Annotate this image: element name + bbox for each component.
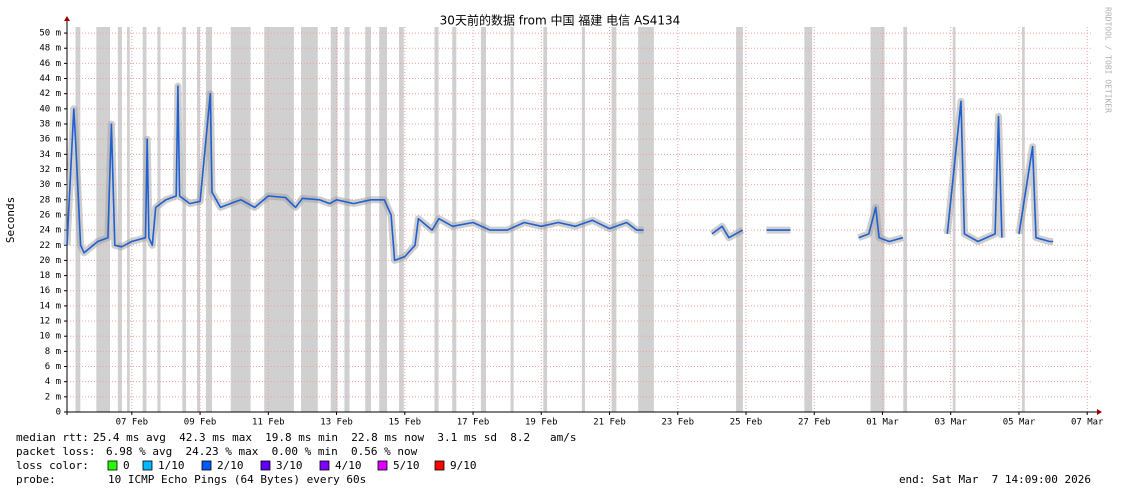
legend-swatch	[201, 460, 212, 471]
probe-label: probe:	[16, 473, 56, 486]
y-tick-label: 22 m	[39, 241, 61, 251]
x-tick-label: 23 Feb	[661, 418, 694, 428]
loss-period	[638, 27, 654, 412]
loss-period	[452, 27, 457, 412]
loss-period	[398, 27, 404, 412]
y-tick-label: 30 m	[39, 180, 61, 190]
x-tick-label: 11 Feb	[252, 418, 285, 428]
y-axis-label: Seconds	[4, 197, 17, 243]
loss-period	[379, 27, 388, 412]
y-tick-label: 32 m	[39, 165, 61, 175]
y-tick-label: 0	[56, 408, 61, 418]
y-tick-label: 18 m	[39, 271, 61, 281]
axis-arrow	[1097, 409, 1102, 415]
y-tick-label: 24 m	[39, 226, 61, 236]
y-tick-label: 12 m	[39, 317, 61, 327]
legend-title: loss color:	[16, 459, 89, 472]
y-tick-label: 28 m	[39, 195, 61, 205]
stats-text: 6.98 % avg 24.23 % max 0.00 % min 0.56 %…	[106, 445, 418, 458]
x-tick-label: 01 Mar	[866, 418, 899, 428]
x-tick-label: 19 Feb	[525, 418, 558, 428]
y-tick-label: 14 m	[39, 301, 61, 311]
axis-arrow	[64, 16, 70, 21]
probe-text: 10 ICMP Echo Pings (64 Bytes) every 60s	[108, 473, 366, 486]
chart-title: 30天前的数据 from 中国 福建 电信 AS4134	[440, 13, 681, 28]
legend-swatch	[142, 460, 153, 471]
loss-period	[365, 27, 372, 412]
loss-period	[581, 27, 585, 412]
loss-period	[952, 27, 956, 412]
y-tick-label: 44 m	[39, 74, 61, 84]
loss-period	[117, 27, 122, 412]
y-tick-label: 2 m	[45, 392, 61, 402]
legend-label: 9/10	[450, 459, 477, 472]
y-tick-label: 46 m	[39, 59, 61, 69]
legend-label: 0	[123, 459, 130, 472]
x-tick-label: 03 Mar	[934, 418, 967, 428]
loss-period	[96, 27, 110, 412]
loss-period	[480, 27, 486, 412]
legend-label: 3/10	[276, 459, 303, 472]
y-tick-label: 8 m	[45, 347, 61, 357]
loss-period	[903, 27, 908, 412]
end-time: end: Sat Mar 7 14:09:00 2026	[899, 473, 1091, 486]
loss-period	[736, 27, 743, 412]
legend-swatch	[319, 460, 330, 471]
median-line	[66, 85, 1054, 262]
legend-label: 5/10	[393, 459, 420, 472]
loss-period	[205, 27, 213, 412]
legend-swatch	[107, 460, 118, 471]
loss-period	[344, 27, 350, 412]
legend-swatch	[434, 460, 445, 471]
loss-period	[127, 27, 130, 412]
loss-period	[301, 27, 318, 412]
y-tick-label: 42 m	[39, 89, 61, 99]
x-tick-label: 07 Feb	[116, 418, 149, 428]
loss-period	[804, 27, 813, 412]
x-tick-label: 25 Feb	[730, 418, 763, 428]
loss-period	[510, 27, 514, 412]
y-tick-label: 20 m	[39, 256, 61, 266]
loss-period	[196, 27, 201, 412]
loss-period	[330, 27, 338, 412]
y-tick-label: 34 m	[39, 150, 61, 160]
y-tick-label: 4 m	[45, 377, 61, 387]
y-tick-label: 38 m	[39, 120, 61, 130]
loss-period	[611, 27, 617, 412]
loss-period	[230, 27, 251, 412]
x-tick-label: 05 Mar	[1003, 418, 1036, 428]
x-tick-label: 15 Feb	[389, 418, 422, 428]
loss-period	[543, 27, 548, 412]
legend-swatch	[377, 460, 388, 471]
stats-label: packet loss:	[16, 445, 95, 458]
loss-period	[264, 27, 294, 412]
loss-period	[182, 27, 187, 412]
legend-label: 1/10	[158, 459, 185, 472]
y-tick-label: 16 m	[39, 286, 61, 296]
x-tick-label: 17 Feb	[457, 418, 490, 428]
x-tick-label: 13 Feb	[320, 418, 353, 428]
x-tick-label: 21 Feb	[593, 418, 626, 428]
y-tick-label: 48 m	[39, 44, 61, 54]
legend-label: 4/10	[335, 459, 362, 472]
y-tick-label: 36 m	[39, 135, 61, 145]
legend-label: 2/10	[217, 459, 244, 472]
loss-period	[157, 27, 161, 412]
stats-label: median rtt:	[16, 431, 89, 444]
x-tick-label: 09 Feb	[184, 418, 217, 428]
y-tick-label: 6 m	[45, 362, 61, 372]
stats-text: 25.4 ms avg 42.3 ms max 19.8 ms min 22.8…	[93, 431, 576, 444]
y-tick-label: 10 m	[39, 332, 61, 342]
y-tick-label: 50 m	[39, 29, 61, 39]
legend-swatch	[260, 460, 271, 471]
watermark: RRDTOOL / TOBI OETIKER	[1104, 7, 1113, 113]
x-tick-label: 07 Mar	[1071, 418, 1104, 428]
y-tick-label: 26 m	[39, 210, 61, 220]
y-tick-label: 40 m	[39, 104, 61, 114]
x-tick-label: 27 Feb	[798, 418, 831, 428]
